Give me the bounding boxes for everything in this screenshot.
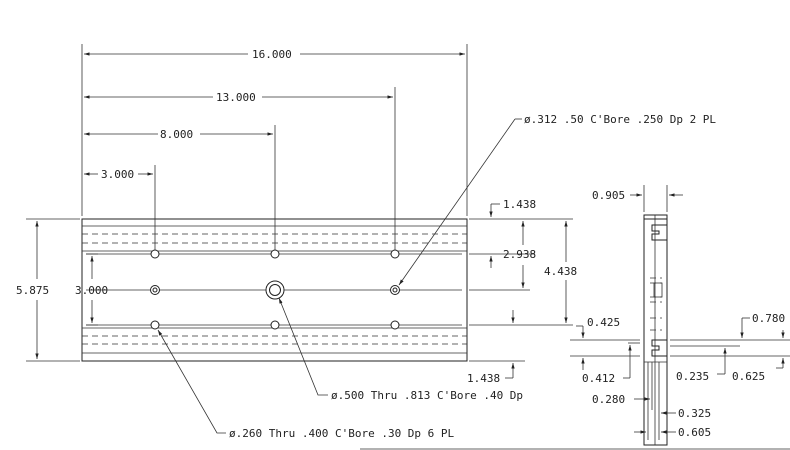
dim-3000-top: 3.000	[101, 168, 134, 181]
profile-outline	[643, 214, 668, 446]
callouts: ø.312 .50 C'Bore .250 Dp 2 PL ø.500 Thru…	[157, 113, 716, 440]
dim-0625: 0.625	[732, 370, 765, 383]
top-dimensions: 16.000 13.000 8.000 3.000	[81, 44, 468, 250]
dim-0325: 0.325	[678, 407, 711, 420]
dim-0412: 0.412	[582, 372, 615, 385]
hole-260	[150, 320, 160, 330]
dim-5875: 5.875	[16, 284, 49, 297]
dim-0905: 0.905	[592, 189, 625, 202]
hole-260	[150, 249, 160, 259]
dim-0235: 0.235	[676, 370, 709, 383]
callout-thru-500: ø.500 Thru .813 C'Bore .40 Dp	[331, 389, 523, 402]
hole-500	[269, 284, 281, 296]
plate-outline	[81, 218, 468, 362]
dim-0605: 0.605	[678, 426, 711, 439]
side-view	[643, 214, 668, 446]
right-dimensions: 1.438 2.938 4.438 1.438	[467, 198, 577, 385]
hole-260	[270, 320, 280, 330]
dim-3000-left: 3.000	[75, 284, 108, 297]
dim-0780: 0.780	[752, 312, 785, 325]
dim-0425: 0.425	[587, 316, 620, 329]
dim-8000: 8.000	[160, 128, 193, 141]
hole-260	[390, 249, 400, 259]
top-view	[81, 218, 468, 362]
callout-cbore-312: ø.312 .50 C'Bore .250 Dp 2 PL	[524, 113, 716, 126]
dim-16000: 16.000	[252, 48, 292, 61]
hole-312-cbore	[392, 287, 398, 293]
hole-312-cbore	[152, 287, 158, 293]
side-dimensions: 0.905 0.425 0.412 0.780 0.235 0.625 0.28…	[570, 185, 790, 440]
left-dimensions: 5.875 3.000	[16, 218, 108, 362]
dim-1438-top: 1.438	[503, 198, 536, 211]
callout-thru-260: ø.260 Thru .400 C'Bore .30 Dp 6 PL	[229, 427, 455, 440]
dim-13000: 13.000	[216, 91, 256, 104]
dim-0280: 0.280	[592, 393, 625, 406]
hole-260	[270, 249, 280, 259]
dim-2938: 2.938	[503, 248, 536, 261]
dim-1438-bottom: 1.438	[467, 372, 500, 385]
hole-260	[390, 320, 400, 330]
dim-4438: 4.438	[544, 265, 577, 278]
